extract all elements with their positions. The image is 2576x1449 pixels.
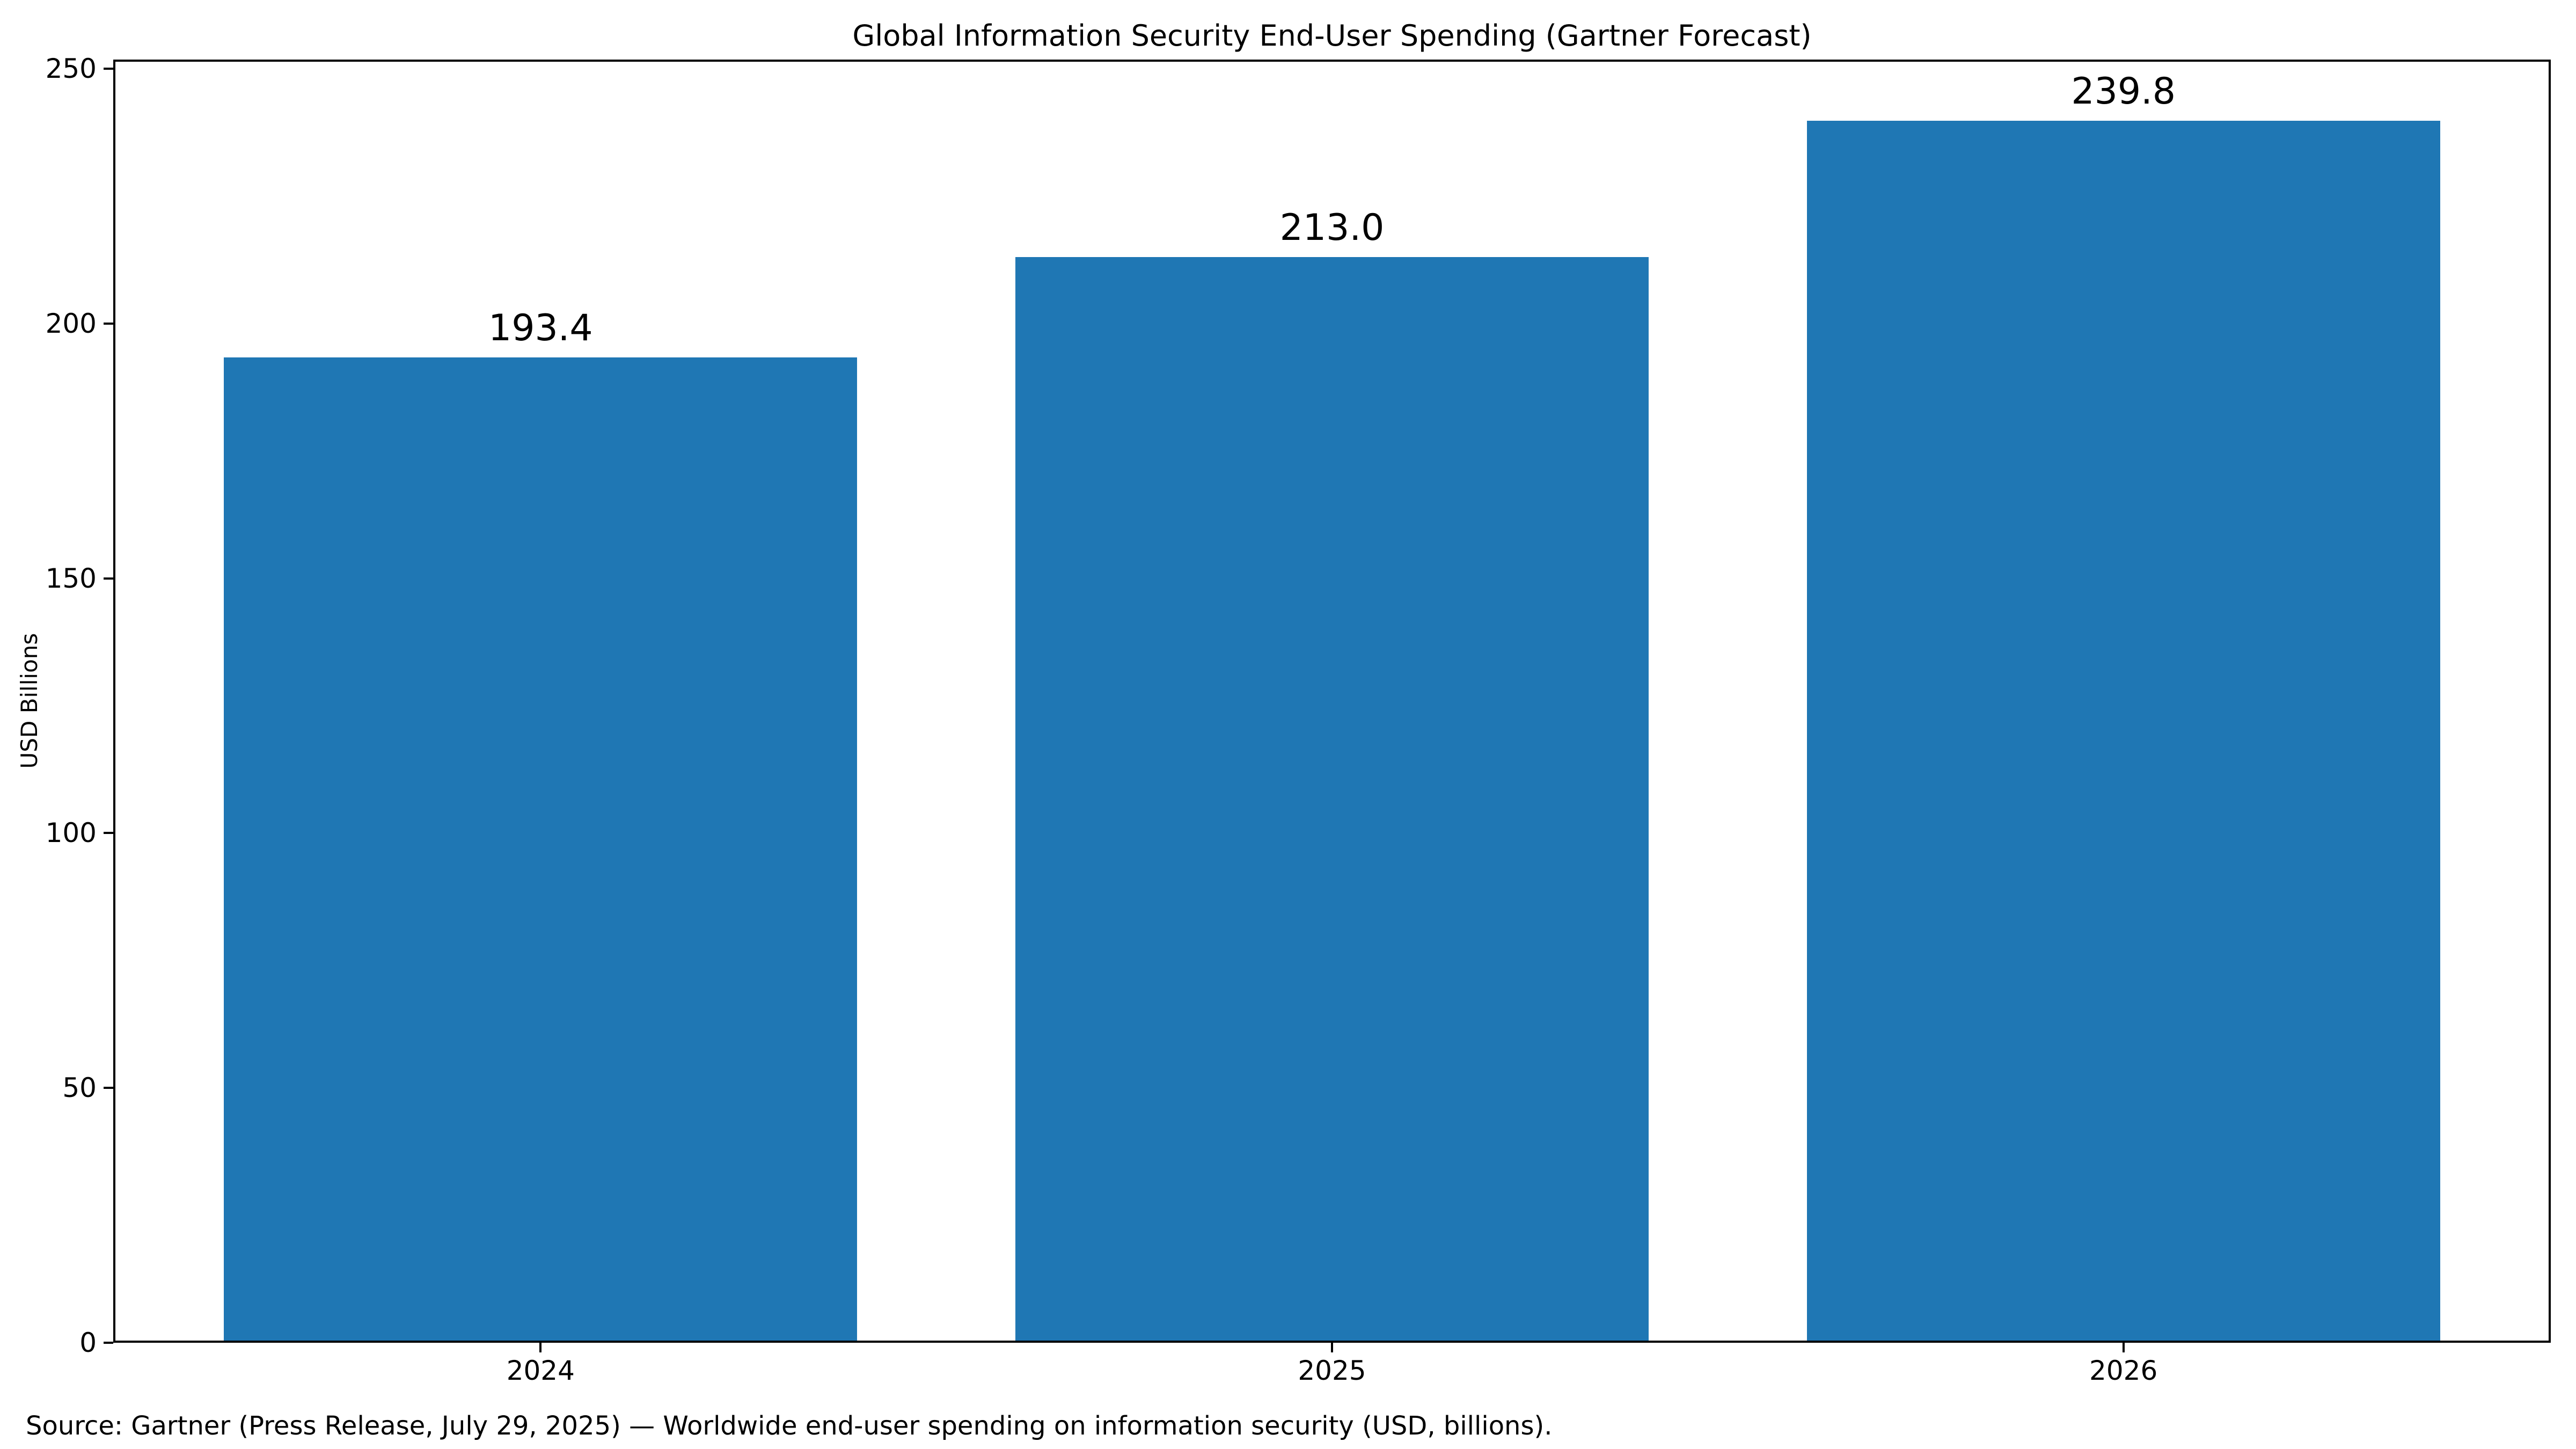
bar-value-label: 239.8 bbox=[2071, 70, 2176, 113]
x-tick-label: 2025 bbox=[1298, 1355, 1366, 1386]
x-tick-mark bbox=[1331, 1343, 1333, 1352]
x-tick-label: 2026 bbox=[2089, 1355, 2158, 1386]
y-tick-mark bbox=[104, 832, 113, 835]
y-tick-label: 200 bbox=[45, 308, 97, 339]
bar-2024 bbox=[224, 357, 858, 1343]
y-tick-mark bbox=[104, 68, 113, 70]
bar-2025 bbox=[1015, 257, 1649, 1343]
chart-title: Global Information Security End-User Spe… bbox=[852, 19, 1812, 53]
x-tick-mark bbox=[2122, 1343, 2125, 1352]
x-tick-label: 2024 bbox=[506, 1355, 575, 1386]
source-note: Source: Gartner (Press Release, July 29,… bbox=[26, 1411, 1553, 1441]
y-tick-mark bbox=[104, 1087, 113, 1089]
y-tick-label: 150 bbox=[45, 562, 97, 594]
y-tick-label: 250 bbox=[45, 53, 97, 85]
y-tick-mark bbox=[104, 1342, 113, 1344]
y-tick-label: 100 bbox=[45, 817, 97, 849]
y-tick-mark bbox=[104, 322, 113, 325]
y-tick-label: 0 bbox=[79, 1327, 97, 1358]
y-tick-label: 50 bbox=[62, 1072, 97, 1104]
bar-2026 bbox=[1806, 120, 2440, 1343]
y-tick-mark bbox=[104, 577, 113, 580]
x-tick-mark bbox=[539, 1343, 542, 1352]
bar-value-label: 193.4 bbox=[488, 306, 593, 349]
bar-value-label: 213.0 bbox=[1279, 207, 1385, 250]
